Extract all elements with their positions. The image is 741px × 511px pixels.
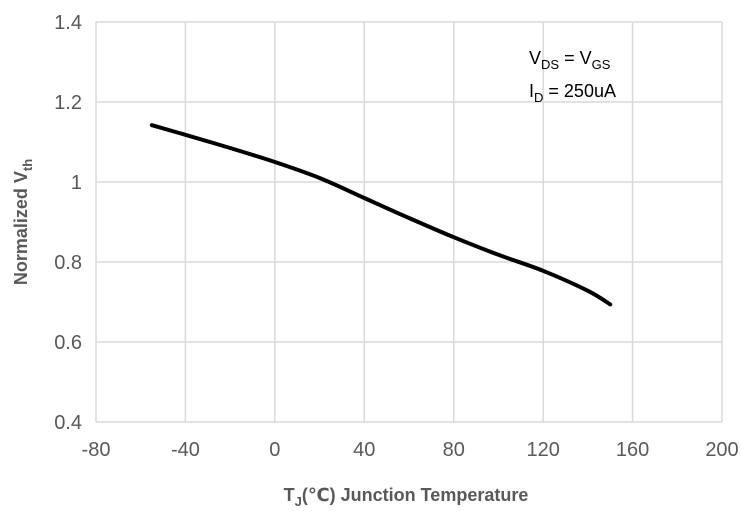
x-tick-label: -80	[82, 439, 111, 461]
grid	[95, 21, 723, 423]
y-tick-labels: 0.4 0.6 0.8 1 1.2 1.4	[54, 12, 82, 434]
x-tick-label: 0	[269, 439, 280, 461]
x-tick-label: -40	[171, 439, 200, 461]
series-layer	[149, 123, 613, 307]
x-tick-label: 120	[526, 439, 559, 461]
annotation-line: ID = 250uA	[529, 81, 616, 105]
y-tick-label: 0.8	[54, 252, 82, 274]
y-tick-label: 1	[71, 172, 82, 194]
x-tick-label: 160	[616, 439, 649, 461]
x-tick-label: 200	[705, 439, 738, 461]
annotation-block: VDS = VGS ID = 250uA	[529, 48, 616, 105]
x-axis-title: TJ(℃) Junction Temperature	[284, 485, 529, 509]
y-tick-label: 1.2	[54, 92, 82, 114]
annotation-line: VDS = VGS	[529, 48, 611, 72]
y-tick-label: 0.6	[54, 332, 82, 354]
x-tick-label: 40	[353, 439, 375, 461]
y-axis-title: Normalized Vth	[11, 159, 35, 285]
series-line	[149, 123, 613, 307]
y-tick-label: 1.4	[54, 12, 82, 34]
x-tick-label: 80	[443, 439, 465, 461]
x-tick-labels: -80 -40 0 40 80 120 160 200	[82, 439, 739, 461]
y-tick-label: 0.4	[54, 412, 82, 434]
